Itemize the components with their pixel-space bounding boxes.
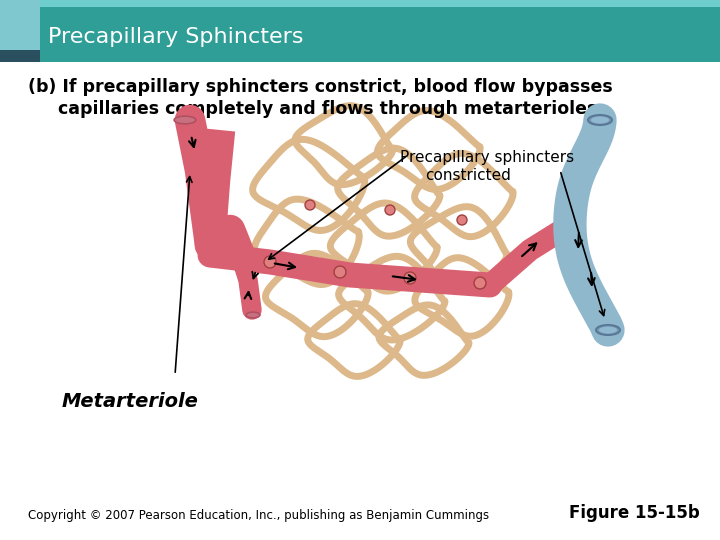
Text: Metarteriole: Metarteriole — [62, 392, 199, 411]
Ellipse shape — [591, 117, 609, 124]
Ellipse shape — [588, 115, 612, 125]
Circle shape — [474, 277, 486, 289]
Bar — [0, 0, 40, 50]
Bar — [0, 0, 720, 62]
Text: capillaries completely and flows through metarterioles.: capillaries completely and flows through… — [28, 100, 604, 118]
Circle shape — [264, 256, 276, 268]
Circle shape — [404, 272, 416, 284]
Text: constricted: constricted — [425, 168, 511, 183]
Circle shape — [305, 200, 315, 210]
Ellipse shape — [247, 313, 259, 317]
Ellipse shape — [175, 117, 195, 123]
Ellipse shape — [174, 116, 196, 124]
Text: Figure 15-15b: Figure 15-15b — [570, 504, 700, 522]
Bar — [0, 50, 40, 62]
Circle shape — [457, 215, 467, 225]
Bar — [0, 0, 720, 7]
Text: Precapillary Sphincters: Precapillary Sphincters — [48, 27, 304, 47]
Ellipse shape — [246, 312, 260, 318]
Ellipse shape — [596, 325, 620, 335]
Text: Copyright © 2007 Pearson Education, Inc., publishing as Benjamin Cummings: Copyright © 2007 Pearson Education, Inc.… — [28, 509, 489, 522]
Ellipse shape — [599, 327, 617, 334]
Text: Precapillary sphincters: Precapillary sphincters — [400, 150, 574, 165]
Text: (b) If precapillary sphincters constrict, blood flow bypasses: (b) If precapillary sphincters constrict… — [28, 78, 613, 96]
Circle shape — [334, 266, 346, 278]
Circle shape — [385, 205, 395, 215]
